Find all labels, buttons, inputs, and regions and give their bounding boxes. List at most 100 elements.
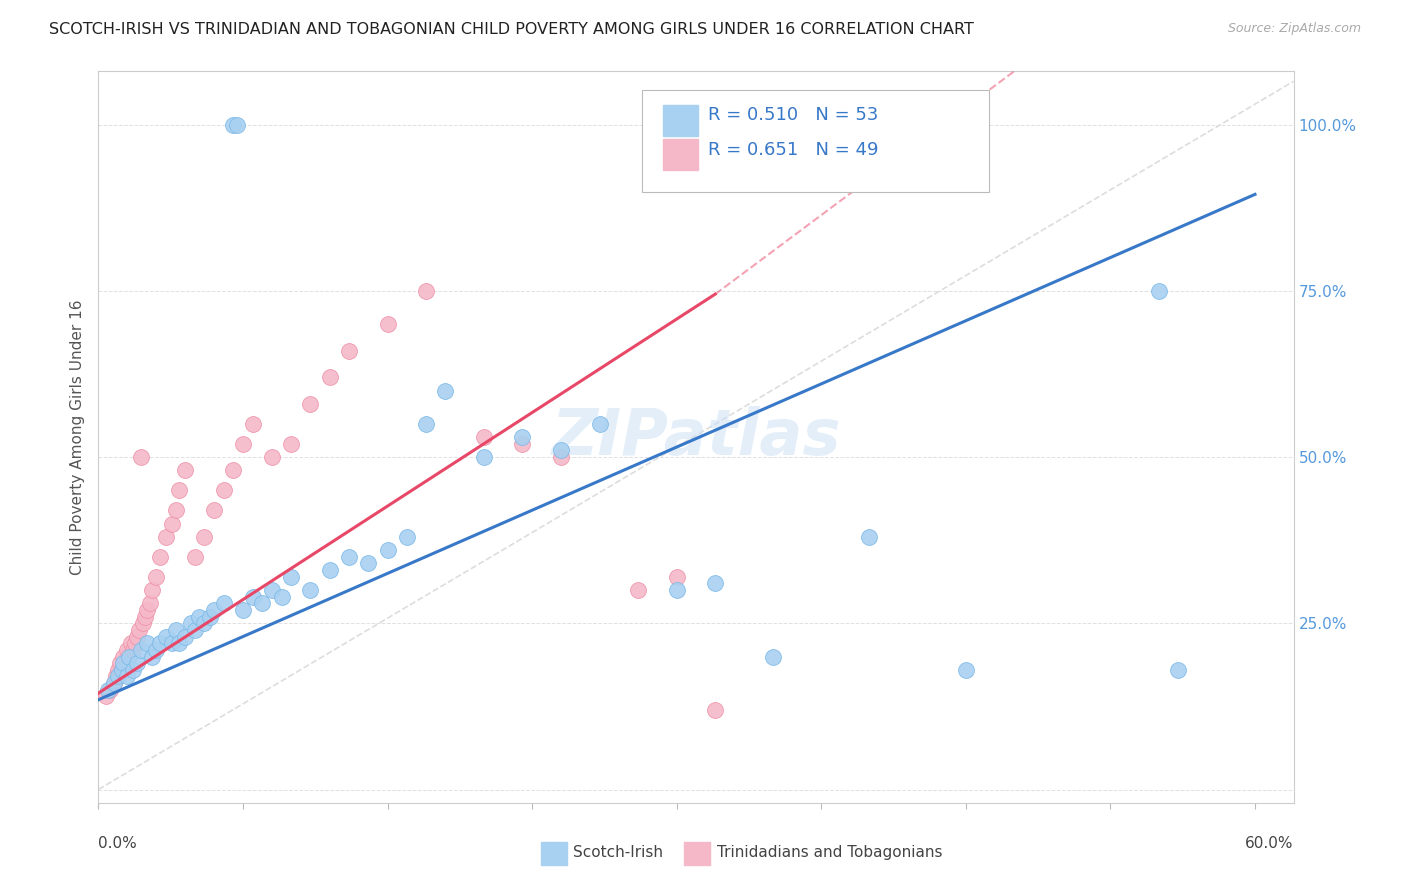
Point	[337, 343, 360, 358]
Point	[187, 609, 209, 624]
Point	[184, 623, 207, 637]
Point	[1167, 663, 1189, 677]
Bar	[662, 139, 699, 170]
Text: 60.0%: 60.0%	[1246, 836, 1294, 851]
Point	[122, 643, 145, 657]
Point	[395, 530, 418, 544]
Point	[135, 636, 157, 650]
Point	[122, 663, 145, 677]
Point	[174, 630, 197, 644]
Point	[200, 609, 222, 624]
Point	[118, 649, 141, 664]
Point	[202, 503, 225, 517]
Bar	[662, 105, 699, 136]
Point	[415, 284, 437, 298]
Point	[242, 417, 264, 431]
Point	[165, 503, 187, 517]
Bar	[541, 841, 567, 865]
Point	[377, 317, 399, 331]
Point	[319, 370, 342, 384]
Point	[242, 590, 264, 604]
Text: 0.0%: 0.0%	[98, 836, 138, 851]
Point	[118, 649, 141, 664]
Point	[226, 118, 249, 132]
Point	[128, 623, 150, 637]
Point	[955, 663, 977, 677]
Point	[184, 549, 207, 564]
Point	[550, 450, 572, 464]
Point	[212, 483, 235, 498]
Point	[299, 582, 322, 597]
Text: Source: ZipAtlas.com: Source: ZipAtlas.com	[1227, 22, 1361, 36]
Y-axis label: Child Poverty Among Girls Under 16: Child Poverty Among Girls Under 16	[69, 300, 84, 574]
Point	[299, 397, 322, 411]
Point	[588, 417, 610, 431]
Point	[512, 430, 534, 444]
Point	[377, 543, 399, 558]
Point	[415, 417, 437, 431]
Point	[472, 430, 495, 444]
Point	[120, 636, 142, 650]
Text: SCOTCH-IRISH VS TRINIDADIAN AND TOBAGONIAN CHILD POVERTY AMONG GIRLS UNDER 16 CO: SCOTCH-IRISH VS TRINIDADIAN AND TOBAGONI…	[49, 22, 974, 37]
Point	[94, 690, 117, 704]
Point	[114, 656, 136, 670]
Point	[319, 563, 342, 577]
Text: ZIPatlas: ZIPatlas	[551, 406, 841, 468]
Text: R = 0.651   N = 49: R = 0.651 N = 49	[709, 141, 879, 160]
Point	[665, 582, 688, 597]
Point	[160, 516, 183, 531]
Point	[270, 590, 292, 604]
Text: Scotch-Irish: Scotch-Irish	[572, 845, 662, 860]
Point	[112, 656, 135, 670]
Text: Trinidadians and Tobagonians: Trinidadians and Tobagonians	[717, 845, 943, 860]
Point	[202, 603, 225, 617]
Point	[125, 630, 148, 644]
Text: R = 0.510   N = 53: R = 0.510 N = 53	[709, 106, 879, 124]
Point	[145, 570, 167, 584]
Point	[117, 669, 139, 683]
Point	[260, 582, 283, 597]
Point	[104, 669, 127, 683]
Point	[141, 582, 163, 597]
Point	[145, 643, 167, 657]
Point	[160, 636, 183, 650]
Point	[124, 636, 146, 650]
Point	[260, 450, 283, 464]
Point	[155, 630, 177, 644]
Point	[141, 649, 163, 664]
Point	[112, 649, 135, 664]
Point	[97, 682, 120, 697]
Point	[108, 656, 131, 670]
Point	[762, 649, 785, 664]
Point	[134, 609, 156, 624]
Point	[472, 450, 495, 464]
Point	[174, 463, 197, 477]
Point	[357, 557, 380, 571]
Point	[129, 450, 152, 464]
Point	[107, 669, 129, 683]
Point	[155, 530, 177, 544]
Point	[627, 582, 650, 597]
Point	[337, 549, 360, 564]
Point	[193, 530, 215, 544]
Point	[1147, 284, 1170, 298]
Point	[704, 576, 727, 591]
Point	[165, 623, 187, 637]
Point	[434, 384, 457, 398]
Point	[280, 436, 302, 450]
Point	[125, 656, 148, 670]
Point	[180, 616, 202, 631]
FancyBboxPatch shape	[643, 90, 988, 192]
Point	[135, 603, 157, 617]
Point	[132, 616, 155, 631]
Point	[704, 703, 727, 717]
Point	[512, 436, 534, 450]
Point	[232, 436, 254, 450]
Point	[107, 663, 129, 677]
Bar	[685, 841, 710, 865]
Point	[193, 616, 215, 631]
Point	[665, 570, 688, 584]
Point	[222, 463, 245, 477]
Point	[110, 663, 132, 677]
Point	[232, 603, 254, 617]
